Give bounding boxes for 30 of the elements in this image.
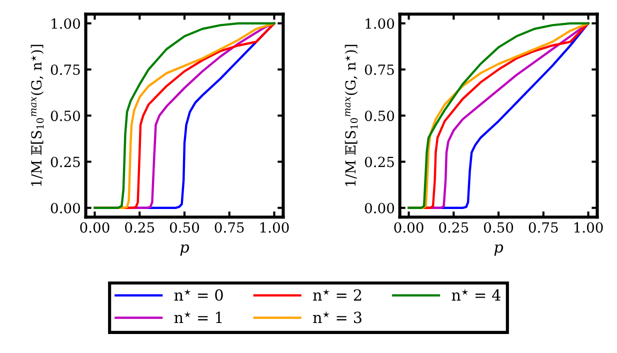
legend-label: n$^{⋆}$ = 3 xyxy=(313,311,362,324)
x-tick-label: 1.00 xyxy=(260,222,289,233)
y-tick-label: 0.75 xyxy=(364,64,394,75)
y-tick-label: 0.25 xyxy=(364,156,394,168)
y-tick-label: 0.75 xyxy=(50,64,80,75)
y-tick-label: 0.25 xyxy=(50,156,80,168)
y-tick-label: 0.00 xyxy=(364,202,394,214)
x-tick-label: 0.50 xyxy=(484,222,514,233)
x-tick-label: 0.00 xyxy=(394,222,424,233)
y-tick-label: 0.50 xyxy=(50,110,80,122)
x-axis-title: p xyxy=(494,244,504,256)
x-axis-title: p xyxy=(180,244,190,256)
x-tick-label: 0.75 xyxy=(528,222,558,233)
legend-label: n$^{⋆}$ = 2 xyxy=(313,288,362,301)
y-axis-title: 1/M 𝔼[S$_{10}$$^{max}$(G, n$^{⋆}$)] xyxy=(30,44,44,186)
x-tick-label: 1.00 xyxy=(574,222,603,233)
legend-label: n$^{⋆}$ = 1 xyxy=(174,311,222,323)
x-tick-label: 0.50 xyxy=(170,222,200,233)
line-series xyxy=(94,22,276,209)
legend-label: n$^{⋆}$ = 4 xyxy=(452,288,501,301)
x-tick-label: 0.25 xyxy=(439,222,468,233)
y-tick-label: 0.50 xyxy=(364,110,394,122)
y-tick-label: 1.00 xyxy=(366,18,394,29)
x-tick-label: 0.75 xyxy=(214,222,244,233)
y-tick-label: 1.00 xyxy=(52,18,80,29)
y-axis-title: 1/M 𝔼[S$_{10}$$^{max}$(G, n$^{⋆}$)] xyxy=(344,44,358,186)
x-tick-label: 0.25 xyxy=(125,222,154,233)
legend-label: n$^{⋆}$ = 0 xyxy=(174,288,223,301)
x-tick-label: 0.00 xyxy=(80,222,110,233)
y-tick-label: 0.00 xyxy=(50,202,80,214)
